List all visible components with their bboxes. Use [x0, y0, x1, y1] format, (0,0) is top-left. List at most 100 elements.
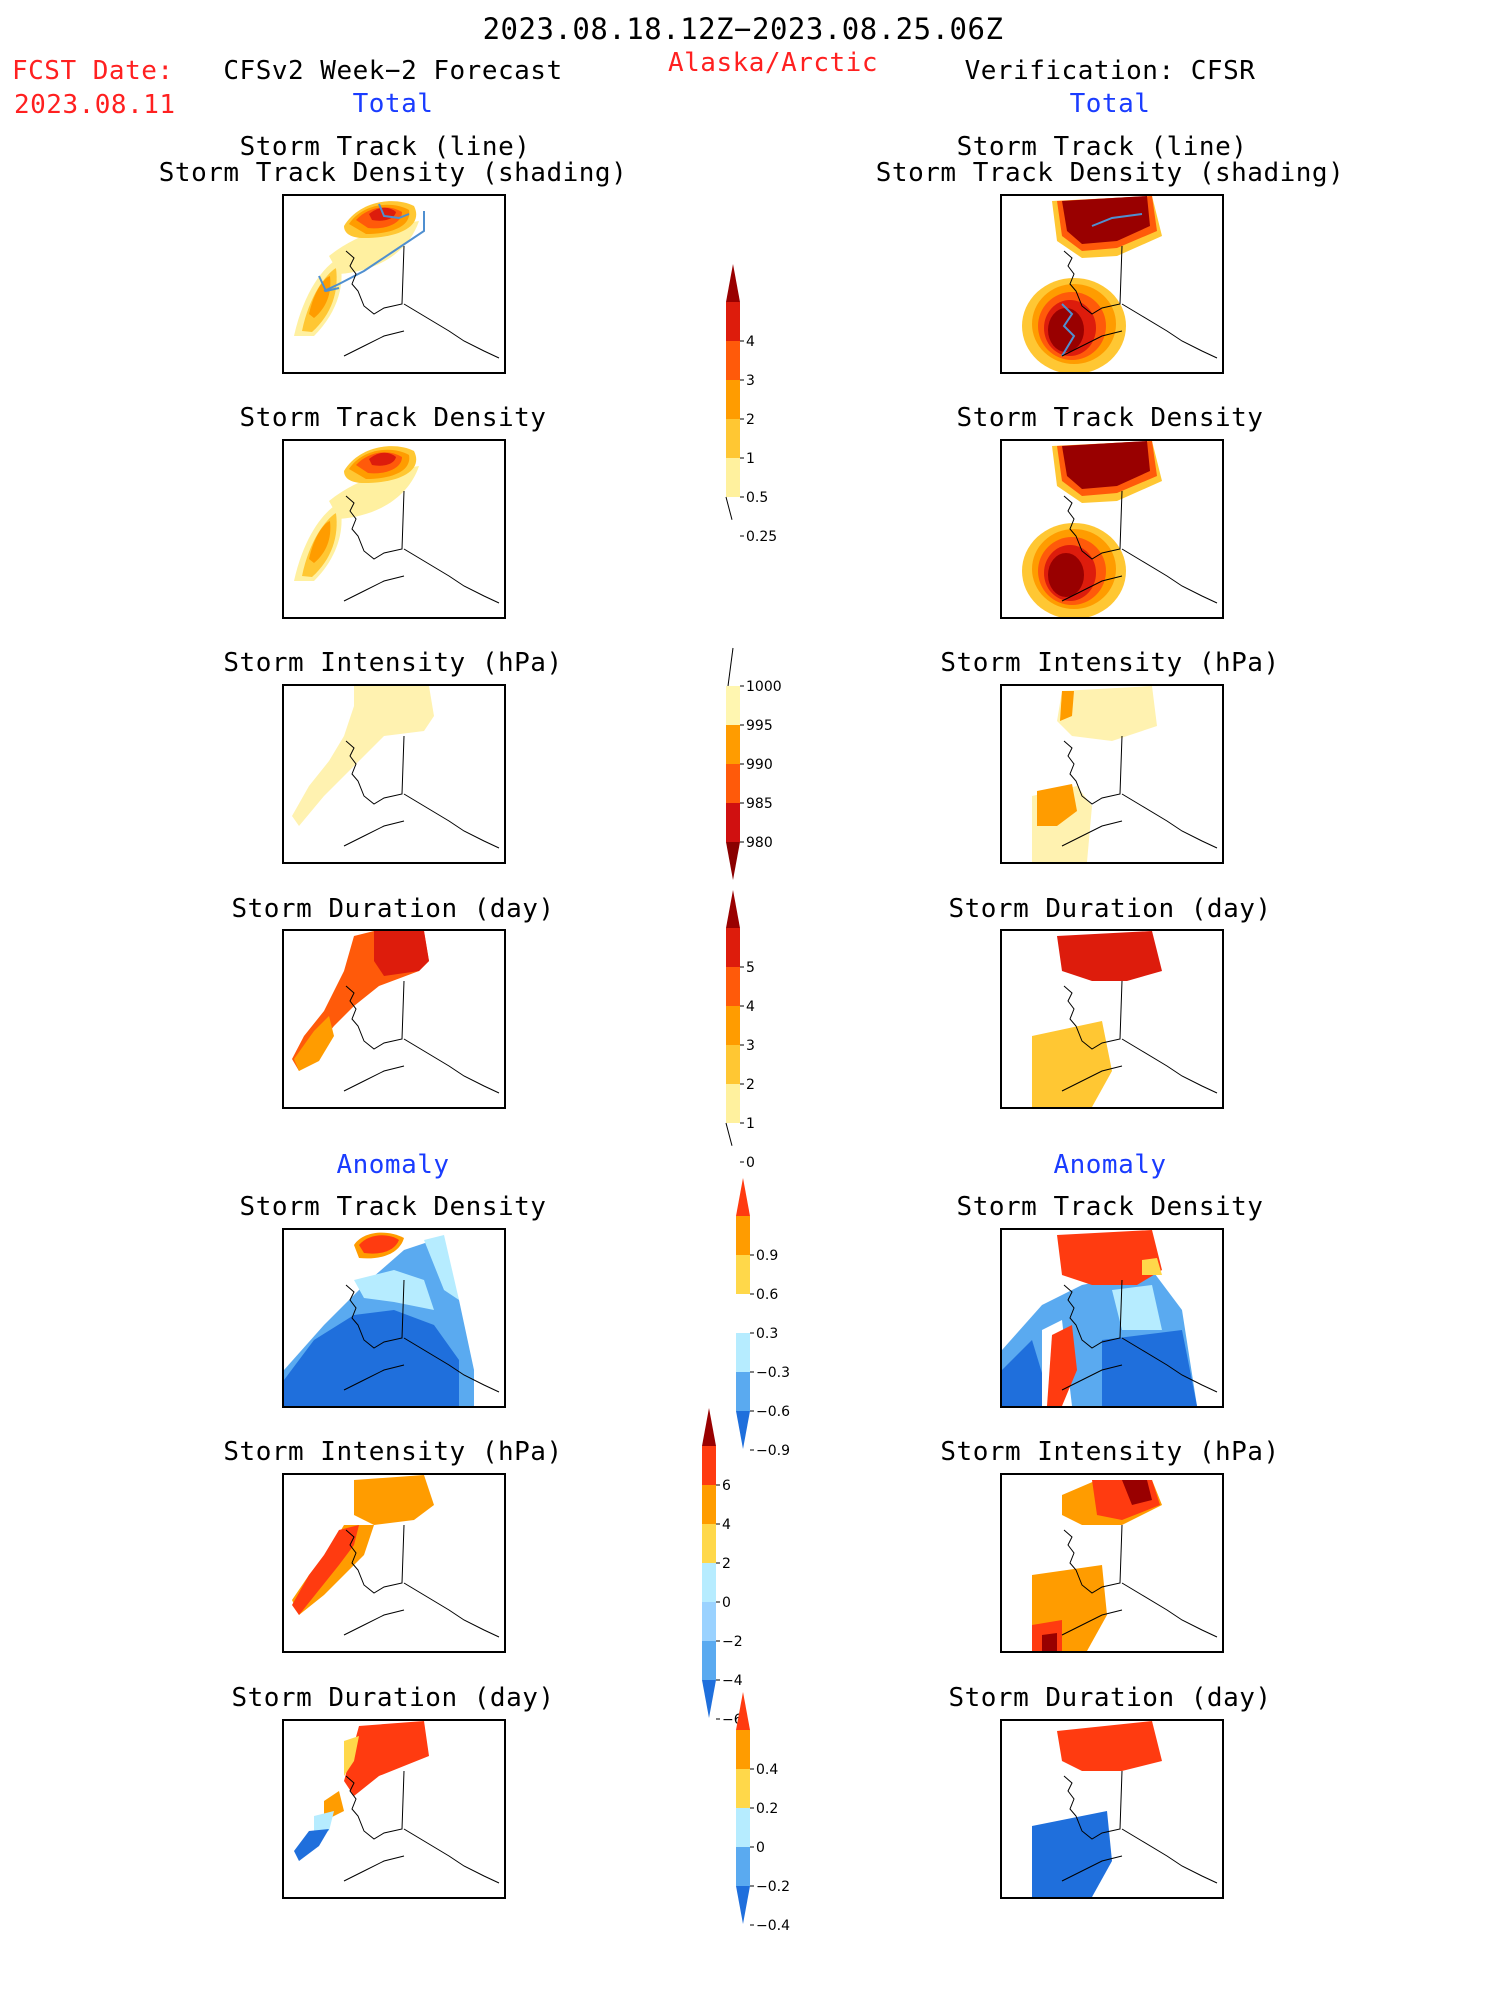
colorbar-segment	[726, 302, 740, 341]
colorbar-label: 0.4	[756, 1762, 778, 1778]
region-title: Alaska/Arctic	[668, 48, 878, 78]
colorbar-arrow-top	[702, 1408, 716, 1446]
colorbar-segment	[726, 686, 740, 725]
colorbar-arrow-bottom	[736, 1411, 750, 1449]
colorbar-label: 2	[746, 412, 755, 428]
right-anom-intensity-title: Storm Intensity (hPa)	[940, 1437, 1280, 1467]
colorbar-segment	[736, 1333, 750, 1372]
date-range-title: 2023.08.18.12Z−2023.08.25.06Z	[482, 12, 1004, 46]
colorbar-label: 0.9	[756, 1248, 778, 1264]
colorbar-segment	[726, 928, 740, 967]
colorbar-density-anomaly: 0.9 0.6 0.3 −0.3 −0.6 −0.9	[736, 1178, 796, 1527]
colorbar-label: −0.3	[756, 1365, 790, 1381]
colorbar-label: 5	[746, 960, 755, 976]
colorbar-label: 4	[722, 1517, 731, 1533]
colorbar-arrow-bottom	[736, 1886, 750, 1924]
colorbar-segment	[726, 725, 740, 764]
colorbar-arrow-bottom	[726, 842, 740, 880]
colorbar-label: 995	[746, 718, 773, 734]
forecast-model-title: CFSv2 Week−2 Forecast	[223, 56, 563, 86]
colorbar-label: −0.6	[756, 1404, 790, 1420]
colorbar-svg: 4 3 2 1 0.5 0.25	[725, 264, 777, 545]
colorbar-label: 1000	[746, 679, 782, 695]
colorbar-segment	[736, 1294, 750, 1333]
colorbar-segment	[726, 419, 740, 458]
left-duration-title: Storm Duration (day)	[231, 894, 555, 924]
right-anom-duration-title: Storm Duration (day)	[948, 1683, 1272, 1713]
colorbar-label: 6	[722, 1478, 731, 1494]
right-anom-density-map	[1000, 1228, 1224, 1408]
colorbar-segment	[726, 380, 740, 419]
colorbar-segment	[726, 967, 740, 1006]
left-duration-map	[282, 929, 506, 1109]
colorbar-tail-bottom	[725, 496, 733, 520]
colorbar-label: 0.6	[756, 1287, 778, 1303]
colorbar-tail-top	[727, 647, 734, 687]
colorbar-label: 1	[746, 1116, 755, 1132]
colorbar-label: 4	[746, 334, 755, 350]
colorbar-svg: 5 4 3 2 1 0	[725, 890, 755, 1171]
left-anom-duration-map	[282, 1719, 506, 1899]
left-anom-duration-title: Storm Duration (day)	[231, 1683, 555, 1713]
colorbar-tail-bottom	[725, 1122, 733, 1146]
left-track-density-map	[282, 194, 506, 374]
left-anom-intensity-title: Storm Intensity (hPa)	[223, 1437, 563, 1467]
left-track-line-title: Storm Track (line)	[239, 132, 531, 162]
colorbar-label: 980	[746, 835, 773, 851]
colorbar-segment	[702, 1563, 716, 1602]
colorbar-segment	[702, 1641, 716, 1680]
fcst-date-label: FCST Date:	[12, 56, 174, 86]
right-anom-duration-map	[1000, 1719, 1224, 1899]
colorbar-label: 4	[746, 999, 755, 1015]
colorbar-duration-anomaly: 0.4 0.2 0 −0.2 −0.4	[736, 1692, 796, 2002]
right-track-shading-title: Storm Track Density (shading)	[875, 158, 1345, 188]
right-anom-intensity-map	[1000, 1473, 1224, 1653]
colorbar-segment	[726, 458, 740, 497]
colorbar-segment	[736, 1730, 750, 1769]
colorbar-label: −4	[722, 1673, 743, 1689]
left-track-shading-title: Storm Track Density (shading)	[158, 158, 628, 188]
colorbar-intensity-total: 1000 995 990 985 980	[726, 647, 786, 919]
left-anom-density-map	[282, 1228, 506, 1408]
colorbar-label: 3	[746, 373, 755, 389]
colorbar-label: 3	[746, 1038, 755, 1054]
left-intensity-map	[282, 684, 506, 864]
colorbar-arrow-bottom	[702, 1680, 716, 1718]
left-density-map	[282, 439, 506, 619]
colorbar-segment	[736, 1255, 750, 1294]
colorbar-svg: 0.4 0.2 0 −0.2 −0.4	[736, 1692, 790, 1934]
colorbar-arrow-top	[726, 264, 740, 302]
colorbar-segment	[726, 1006, 740, 1045]
colorbar-segment	[736, 1216, 750, 1255]
right-intensity-map	[1000, 684, 1224, 864]
colorbar-label: 1	[746, 451, 755, 467]
colorbar-label: 985	[746, 796, 773, 812]
colorbar-label: 0.2	[756, 1801, 778, 1817]
colorbar-segment	[726, 1045, 740, 1084]
right-track-line-title: Storm Track (line)	[956, 132, 1248, 162]
colorbar-segment	[736, 1769, 750, 1808]
left-anomaly-label: Anomaly	[336, 1150, 450, 1180]
colorbar-arrow-top	[736, 1178, 750, 1216]
colorbar-segment	[702, 1446, 716, 1485]
left-anom-intensity-map	[282, 1473, 506, 1653]
colorbar-segment	[702, 1485, 716, 1524]
colorbar-label: 0.3	[756, 1326, 778, 1342]
right-density-map	[1000, 439, 1224, 619]
colorbar-svg: 0.9 0.6 0.3 −0.3 −0.6 −0.9	[736, 1178, 790, 1459]
colorbar-segment	[736, 1808, 750, 1847]
colorbar-label: −0.2	[756, 1879, 790, 1895]
colorbar-label: 0.25	[746, 529, 777, 545]
colorbar-label: 2	[746, 1077, 755, 1093]
right-intensity-title: Storm Intensity (hPa)	[940, 648, 1280, 678]
colorbar-label: −0.4	[756, 1918, 790, 1934]
right-duration-title: Storm Duration (day)	[948, 894, 1272, 924]
left-anom-density-title: Storm Track Density	[239, 1192, 547, 1222]
colorbar-label: 0	[756, 1840, 765, 1856]
right-anom-density-title: Storm Track Density	[956, 1192, 1264, 1222]
colorbar-label: 0	[746, 1155, 755, 1171]
colorbar-arrow-top	[736, 1692, 750, 1730]
colorbar-label: −0.9	[756, 1443, 790, 1459]
colorbar-duration-total: 5 4 3 2 1 0	[725, 890, 786, 1200]
